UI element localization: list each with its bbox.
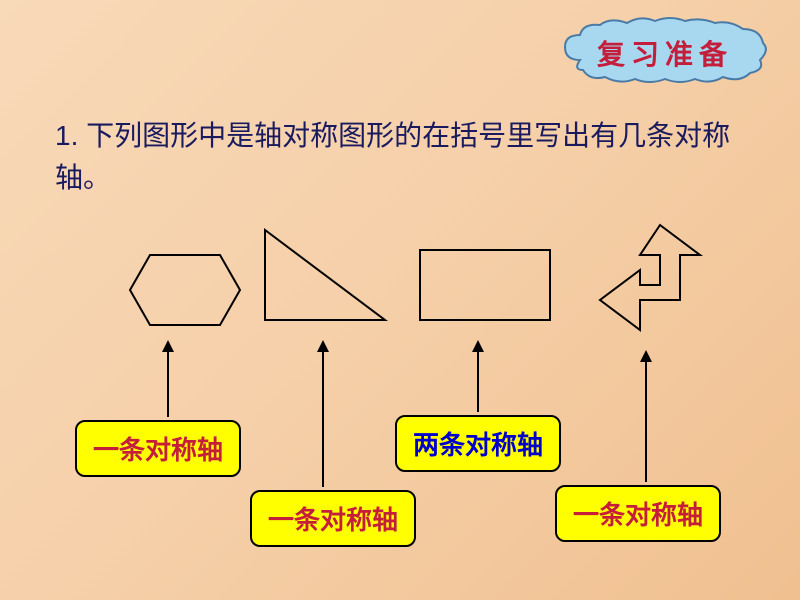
shape-rectangle <box>410 230 560 330</box>
answer-label-4: 一条对称轴 <box>573 501 703 530</box>
answer-label-3: 两条对称轴 <box>413 431 543 460</box>
question-body: 下列图形中是轴对称图形的在括号里写出有几条对称轴。 <box>55 120 730 193</box>
shape-hexagon <box>100 240 250 340</box>
arrow-line-4 <box>645 362 647 482</box>
arrow-head-4 <box>640 350 652 362</box>
question-text: 1. 下列图形中是轴对称图形的在括号里写出有几条对称轴。 <box>55 115 745 199</box>
shape-arrow <box>580 220 720 340</box>
arrow-head-1 <box>162 340 174 352</box>
arrow-line-1 <box>167 352 169 417</box>
arrow-line-2 <box>322 352 324 487</box>
answer-label-1: 一条对称轴 <box>93 436 223 465</box>
question-number: 1. <box>55 120 78 151</box>
shapes-container <box>100 220 740 350</box>
answer-box-2: 一条对称轴 <box>250 490 416 547</box>
review-badge: 复习准备 <box>555 15 775 85</box>
badge-text: 复习准备 <box>555 33 775 73</box>
shape-triangle <box>255 220 395 330</box>
arrow-line-3 <box>477 352 479 412</box>
answer-box-3: 两条对称轴 <box>395 415 561 472</box>
arrow-head-3 <box>472 340 484 352</box>
arrow-head-2 <box>317 340 329 352</box>
answer-label-2: 一条对称轴 <box>268 506 398 535</box>
answer-box-4: 一条对称轴 <box>555 485 721 542</box>
answer-box-1: 一条对称轴 <box>75 420 241 477</box>
